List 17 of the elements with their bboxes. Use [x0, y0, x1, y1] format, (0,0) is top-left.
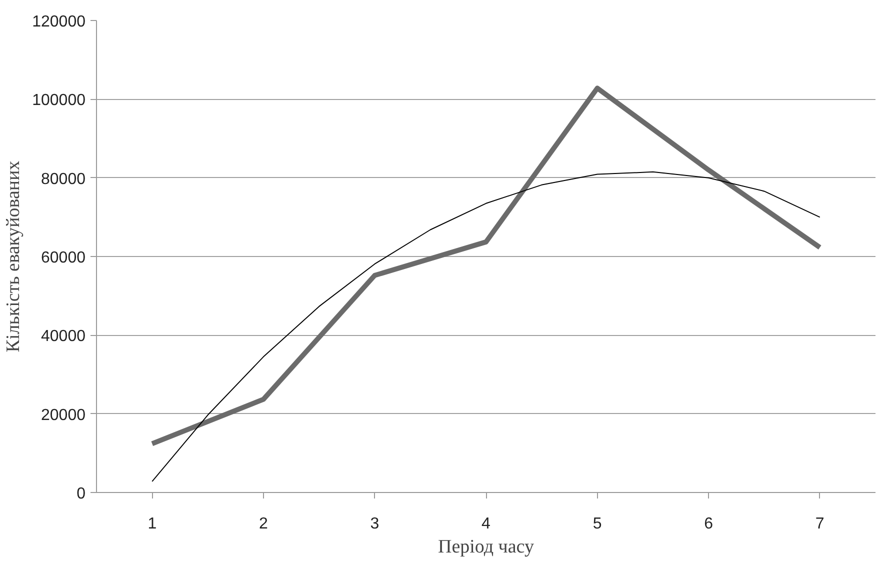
y-tick-label: 60000: [41, 250, 86, 266]
x-tick-label: 5: [592, 516, 602, 532]
y-axis-title: Кількість евакуйованих: [3, 160, 24, 352]
y-tick-label: 40000: [41, 328, 86, 346]
x-tick-label: 7: [815, 516, 824, 532]
y-tick-label: 100000: [32, 92, 86, 110]
y-tick-label: 20000: [41, 406, 86, 424]
x-axis-title: Період часу: [438, 536, 534, 558]
y-tick-label: 80000: [41, 170, 86, 188]
line-series: [152, 171, 820, 482]
y-tick-label: 120000: [32, 14, 86, 30]
x-tick-label: 6: [704, 516, 714, 532]
x-tick-label: 2: [258, 516, 268, 532]
x-tick-label: 3: [370, 516, 380, 532]
x-tick-label: 1: [148, 516, 157, 532]
y-tick-label: 0: [76, 486, 86, 502]
x-tick-label: 4: [482, 516, 491, 532]
